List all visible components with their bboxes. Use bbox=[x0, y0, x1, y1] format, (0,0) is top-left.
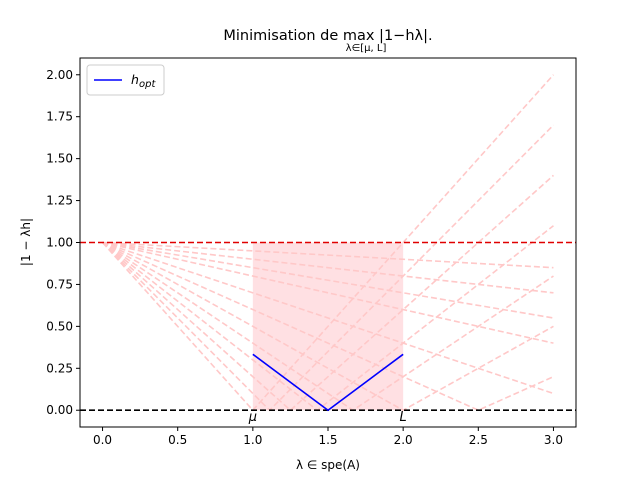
legend-box bbox=[86, 64, 165, 96]
legend-label-subscript: opt bbox=[139, 79, 156, 90]
legend: h opt bbox=[86, 64, 165, 96]
x-axis-label: λ ∈ spe(A) bbox=[296, 458, 360, 472]
axes: 0.0 0.5 1.0 1.5 2.0 2.5 3.0 0.00 0.25 0.50 0.75 1.0… bbox=[46, 57, 577, 447]
background-curve-0 bbox=[102, 241, 554, 269]
x-tick-label: 2.0 bbox=[394, 433, 413, 447]
background-curve-6 bbox=[102, 241, 554, 412]
title: Minimisation de max |1−hλ|. λ∈[μ, L] bbox=[223, 28, 432, 54]
y-tick-label: 1.50 bbox=[46, 152, 73, 166]
background-curve-5 bbox=[102, 241, 554, 412]
x-tick-label: 0.0 bbox=[93, 433, 112, 447]
background-curve-3 bbox=[102, 241, 554, 344]
x-tick-label: 1.5 bbox=[318, 433, 337, 447]
series-line-h-opt bbox=[252, 353, 404, 412]
x-tick-label: 3.0 bbox=[544, 433, 563, 447]
x-tick-label: 1.0 bbox=[243, 433, 262, 447]
x-tick-label: 2.5 bbox=[469, 433, 488, 447]
y-tick-label: 1.25 bbox=[46, 194, 73, 208]
y-tick-label: 2.00 bbox=[46, 68, 73, 82]
annotation-mu: μ bbox=[248, 410, 257, 425]
chart-title-subscript: λ∈[μ, L] bbox=[346, 43, 387, 54]
background-curve-9 bbox=[102, 174, 554, 412]
background-curve-4 bbox=[102, 241, 554, 395]
y-tick-label: 0.50 bbox=[46, 319, 73, 333]
y-tick-label: 1.75 bbox=[46, 110, 73, 124]
y-tick-label: 0.75 bbox=[46, 277, 73, 291]
y-axis-label: |1 − λh| bbox=[19, 218, 33, 266]
y-tick-label: 1.00 bbox=[46, 236, 73, 250]
legend-label: h bbox=[131, 72, 139, 87]
background-curve-1 bbox=[102, 241, 554, 294]
y-tick-label: 0.25 bbox=[46, 361, 73, 375]
chart-title: Minimisation de max |1−hλ|. bbox=[223, 28, 432, 44]
y-tick-label: 0.00 bbox=[46, 403, 73, 417]
x-tick-label: 0.5 bbox=[168, 433, 187, 447]
background-curve-2 bbox=[102, 241, 554, 319]
annotation-L: L bbox=[400, 410, 407, 425]
